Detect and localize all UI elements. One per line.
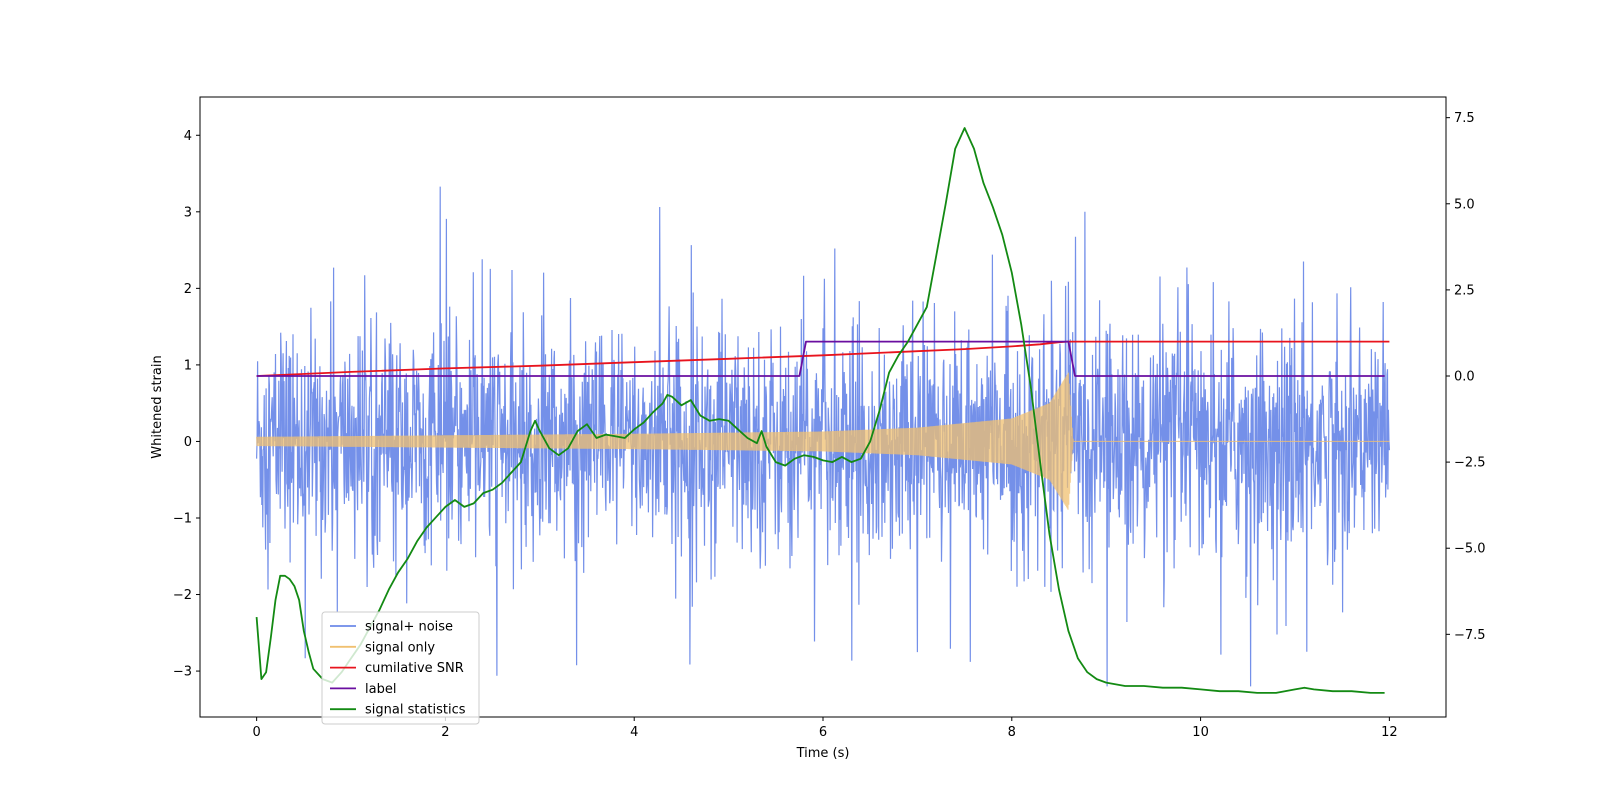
x-tick-label: 6 [819,725,827,740]
x-tick-label: 0 [252,725,260,740]
y2-axis: −7.5 −5.0 −2.5 0.0 2.5 5.0 7.5 [1446,111,1486,643]
x-axis-label: Time (s) [796,746,850,761]
y-tick-label: −1 [173,511,192,526]
y2-tick-label: −7.5 [1454,628,1486,643]
y-tick-label: −3 [173,665,192,680]
y-tick-label: 0 [184,435,192,450]
legend-label: label [365,682,396,697]
y-tick-label: 1 [184,358,192,373]
legend-label: cumilative SNR [365,661,464,676]
y2-tick-label: 2.5 [1454,283,1475,298]
legend: signal+ noise signal only cumilative SNR la… [321,611,480,725]
y-tick-label: 2 [184,282,192,297]
x-tick-label: 10 [1192,725,1209,740]
series-signal-only-line [256,372,1390,510]
y-axis-label: Whitened strain [150,355,165,458]
y-tick-label: −2 [173,588,192,603]
x-tick-label: 8 [1008,725,1016,740]
legend-box [321,611,480,725]
y2-tick-label: 0.0 [1454,370,1475,385]
y2-tick-label: −2.5 [1454,456,1486,471]
y-tick-label: 3 [184,205,192,220]
y2-tick-label: 7.5 [1454,111,1475,126]
x-tick-label: 2 [441,725,449,740]
series-cumulative-snr-line [256,340,1390,377]
series-label-line [256,340,1385,377]
y2-tick-label: 5.0 [1454,197,1475,212]
x-tick-label: 12 [1381,725,1398,740]
x-tick-label: 4 [630,725,638,740]
legend-label: signal+ noise [365,620,453,635]
y2-tick-label: −5.0 [1454,542,1486,557]
series-signal-statistics-line [255,127,1385,694]
legend-label: signal only [365,640,435,655]
legend-label: signal statistics [365,703,466,718]
y-axis: −3 −2 −1 0 1 2 3 4 [173,129,200,680]
plot-area [255,127,1390,694]
y-tick-label: 4 [184,129,192,144]
